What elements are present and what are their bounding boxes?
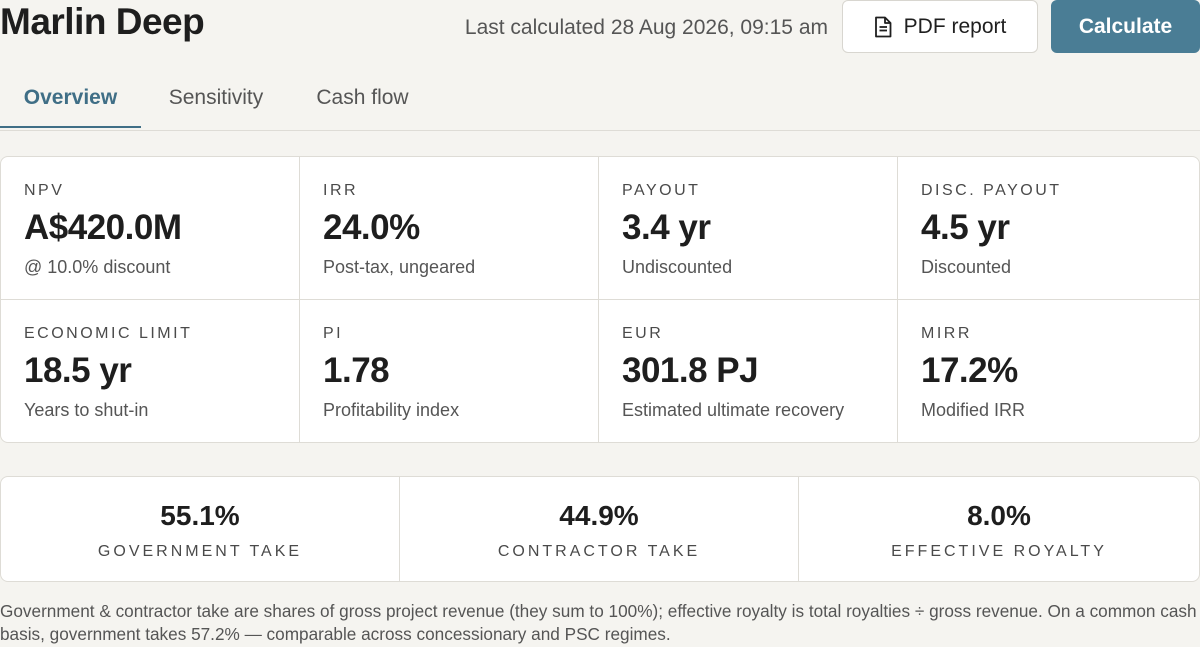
metric-payout: PAYOUT 3.4 yr Undiscounted — [599, 157, 898, 300]
metric-subtitle: Profitability index — [323, 399, 460, 420]
tab-cash-flow[interactable]: Cash flow — [316, 86, 409, 109]
metric-subtitle: Discounted — [921, 257, 1012, 277]
header: Marlin Deep Last calculated 28 Aug 2026,… — [0, 0, 1200, 60]
metric-label: PI — [323, 324, 344, 342]
metric-subtitle: @ 10.0% discount — [24, 257, 171, 277]
last-calculated-timestamp: Last calculated 28 Aug 2026, 09:15 am — [464, 16, 828, 39]
metric-eur: EUR 301.8 PJ Estimated ultimate recovery — [599, 299, 898, 442]
metric-disc-payout: DISC. PAYOUT 4.5 yr Discounted — [898, 157, 1199, 300]
metric-npv: NPV A$420.0M @ 10.0% discount — [1, 157, 300, 300]
metric-label: EUR — [622, 324, 664, 342]
metric-irr: IRR 24.0% Post-tax, ungeared — [300, 157, 599, 300]
metric-subtitle: Undiscounted — [622, 257, 733, 277]
metric-label: DISC. PAYOUT — [921, 182, 1062, 199]
metric-value: 18.5 yr — [24, 350, 132, 390]
metric-value: 17.2% — [921, 350, 1018, 390]
metric-economic-limit: ECONOMIC LIMIT 18.5 yr Years to shut-in — [1, 299, 300, 442]
metric-label: PAYOUT — [622, 182, 701, 199]
take-value: 8.0% — [967, 500, 1031, 531]
tab-bar: Overview Sensitivity Cash flow — [0, 70, 1200, 131]
metric-subtitle: Post-tax, ungeared — [323, 257, 476, 277]
tab-sensitivity[interactable]: Sensitivity — [168, 86, 264, 109]
metric-label: IRR — [323, 182, 359, 199]
metric-value: 1.78 — [323, 350, 390, 390]
pdf-report-button[interactable]: PDF report — [842, 0, 1038, 53]
metrics-grid: NPV A$420.0M @ 10.0% discount IRR 24.0% … — [0, 156, 1200, 443]
document-icon — [874, 16, 892, 38]
effective-royalty: 8.0% EFFECTIVE ROYALTY — [799, 477, 1199, 581]
calculate-button[interactable]: Calculate — [1051, 0, 1200, 53]
pdf-report-label: PDF report — [903, 14, 1007, 38]
metric-value: 301.8 PJ — [622, 350, 759, 390]
metric-pi: PI 1.78 Profitability index — [300, 299, 599, 442]
metric-subtitle: Years to shut-in — [24, 399, 149, 420]
metric-label: NPV — [24, 182, 65, 199]
take-label: CONTRACTOR TAKE — [497, 543, 701, 560]
metric-value: 24.0% — [323, 208, 420, 247]
tab-overview[interactable]: Overview — [0, 70, 141, 128]
take-value: 55.1% — [160, 500, 240, 531]
take-label: EFFECTIVE ROYALTY — [891, 543, 1107, 560]
metric-value: 4.5 yr — [921, 208, 1010, 247]
government-take: 55.1% GOVERNMENT TAKE — [1, 477, 400, 581]
footnote: Government & contractor take are shares … — [0, 601, 1197, 644]
metric-value: 3.4 yr — [622, 208, 711, 247]
contractor-take: 44.9% CONTRACTOR TAKE — [400, 477, 799, 581]
metric-value: A$420.0M — [24, 208, 182, 247]
take-summary-panel: 55.1% GOVERNMENT TAKE 44.9% CONTRACTOR T… — [0, 476, 1200, 582]
metric-subtitle: Estimated ultimate recovery — [622, 399, 845, 420]
metric-label: ECONOMIC LIMIT — [24, 324, 193, 342]
take-label: GOVERNMENT TAKE — [97, 543, 303, 560]
metric-subtitle: Modified IRR — [921, 399, 1026, 420]
metric-label: MIRR — [921, 324, 972, 342]
page-title: Marlin Deep — [0, 1, 205, 42]
metric-mirr: MIRR 17.2% Modified IRR — [898, 300, 1199, 443]
take-value: 44.9% — [559, 500, 639, 531]
